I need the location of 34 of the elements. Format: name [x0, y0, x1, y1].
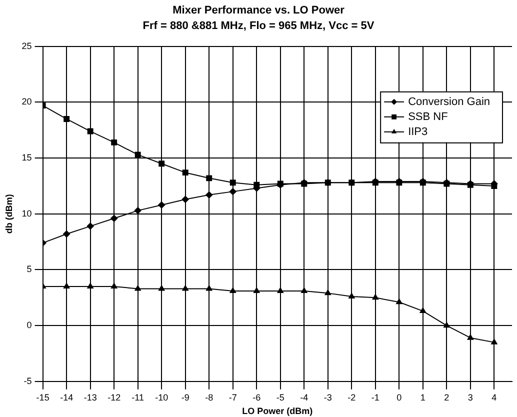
- x-axis-title: LO Power (dBm): [242, 406, 313, 416]
- x-tick-label: -3: [324, 392, 332, 402]
- y-axis-title: db (dBm): [4, 194, 14, 234]
- x-tick-label: 2: [444, 392, 450, 402]
- x-tick-label: -5: [276, 392, 284, 402]
- y-tick-label: 20: [22, 96, 32, 107]
- x-tick-label: -1: [371, 392, 380, 402]
- x-tick-label: -2: [348, 392, 356, 402]
- y-tick-label: 25: [22, 40, 32, 51]
- legend-label: SSB NF: [408, 110, 448, 123]
- x-tick-label: 0: [396, 392, 402, 402]
- y-tick-label: 0: [26, 320, 32, 330]
- chart-title: Mixer Performance vs. LO Power: [172, 4, 346, 17]
- x-tick-label: 1: [420, 392, 426, 402]
- y-tick-label: 15: [22, 152, 32, 163]
- x-tick-label: -6: [252, 392, 261, 402]
- y-tick-label: -5: [24, 376, 32, 386]
- x-tick-label: -9: [181, 392, 190, 402]
- chart-subtitle: Frf = 880 &881 MHz, Flo = 965 MHz, Vcc = 5V: [142, 20, 375, 32]
- x-tick-label: -14: [60, 392, 74, 402]
- x-tick-label: -11: [132, 392, 144, 402]
- x-tick-label: -4: [300, 392, 308, 402]
- x-tick-label: -10: [155, 392, 168, 402]
- y-tick-label: 10: [22, 208, 32, 218]
- y-tick-label: 5: [26, 264, 32, 274]
- x-tick-label: -12: [108, 392, 121, 402]
- x-tick-label: -15: [36, 392, 50, 402]
- x-tick-label: 4: [492, 392, 497, 402]
- x-tick-label: -7: [228, 392, 237, 402]
- legend-label: IIP3: [408, 126, 428, 138]
- x-tick-label: -13: [84, 392, 97, 402]
- legend-label: Conversion Gain: [408, 96, 490, 108]
- x-tick-label: -8: [205, 392, 214, 402]
- x-tick-label: 3: [468, 392, 473, 402]
